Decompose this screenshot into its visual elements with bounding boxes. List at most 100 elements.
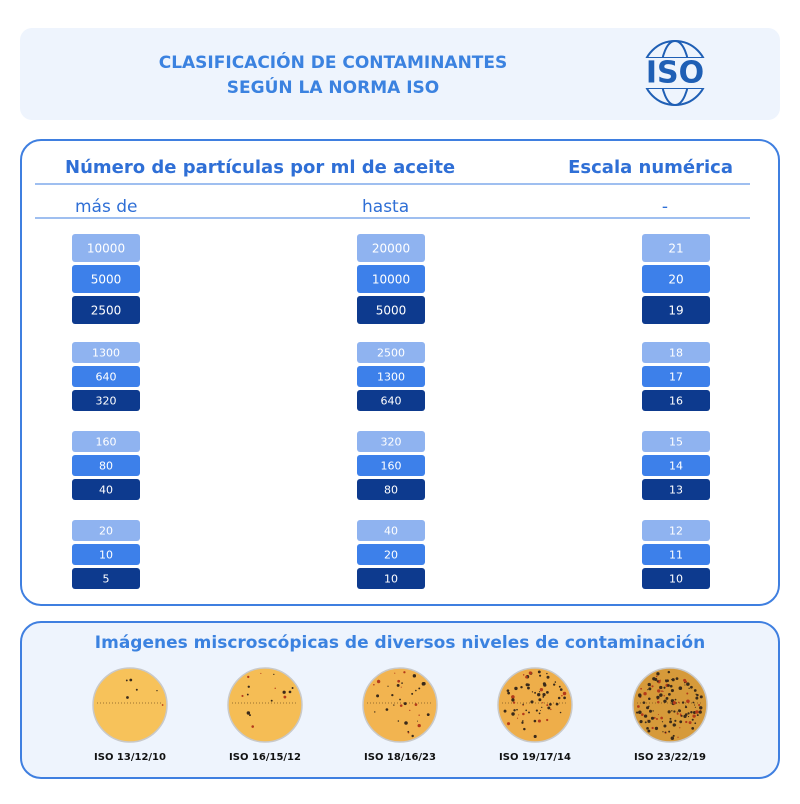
- particle: [409, 709, 411, 712]
- value-chip: [72, 479, 140, 500]
- image-label: ISO 16/15/12: [229, 752, 301, 763]
- particle: [681, 701, 685, 704]
- value-chip: [72, 366, 140, 387]
- value-text: 11: [669, 549, 683, 562]
- particle: [555, 702, 559, 706]
- images-title: Imágenes miscroscópicas de diversos nive…: [95, 633, 705, 653]
- value-chip: [72, 390, 140, 411]
- particle: [527, 686, 530, 690]
- particle: [649, 709, 653, 713]
- particle: [690, 711, 693, 714]
- particle: [638, 693, 642, 698]
- value-text: 2500: [377, 347, 405, 360]
- particle: [246, 693, 249, 696]
- particle: [656, 680, 659, 683]
- title-line: SEGÚN LA NORMA ISO: [227, 76, 439, 98]
- value-text: 5000: [376, 304, 407, 318]
- value-text: 10: [99, 549, 113, 562]
- particle: [542, 693, 546, 697]
- particle: [513, 709, 516, 712]
- particle: [643, 692, 647, 696]
- particle: [659, 693, 663, 697]
- value-text: 320: [96, 395, 117, 408]
- value-chip: [642, 366, 710, 387]
- particle: [404, 721, 408, 725]
- particle: [684, 713, 688, 716]
- particle: [403, 702, 407, 706]
- particle: [647, 689, 649, 691]
- particle: [670, 689, 674, 693]
- value-chip: [72, 234, 140, 262]
- value-text: 20: [384, 549, 398, 562]
- micrograph: [632, 667, 708, 743]
- particle: [531, 691, 534, 693]
- particle: [662, 690, 664, 692]
- particle: [411, 692, 414, 695]
- particle: [648, 697, 651, 701]
- value-text: 2500: [91, 304, 122, 318]
- particle: [527, 683, 530, 687]
- particle: [693, 689, 697, 692]
- particle: [638, 710, 642, 715]
- value-chip: [357, 568, 425, 589]
- particle: [644, 721, 647, 724]
- particle: [417, 723, 421, 728]
- particle: [665, 679, 668, 683]
- particle: [693, 704, 696, 706]
- particle: [525, 675, 528, 678]
- particle: [399, 704, 403, 707]
- value-chip: [642, 390, 710, 411]
- value-chip: [72, 568, 140, 589]
- particle: [156, 690, 158, 692]
- particle: [534, 691, 537, 694]
- particle: [646, 706, 650, 710]
- particle: [672, 701, 677, 705]
- particle: [643, 714, 648, 718]
- particle: [692, 714, 696, 718]
- value-chip: [357, 520, 425, 541]
- particle: [671, 710, 673, 712]
- particle: [677, 736, 679, 738]
- particle: [274, 687, 276, 689]
- particle: [676, 711, 678, 713]
- value-text: 80: [384, 484, 398, 497]
- value-text: 16: [669, 395, 683, 408]
- particle: [563, 696, 566, 700]
- value-chip: [357, 296, 425, 324]
- value-chip: [357, 390, 425, 411]
- particle: [387, 685, 389, 687]
- particle: [247, 675, 250, 679]
- particle: [685, 720, 688, 724]
- particle: [684, 682, 686, 684]
- particle: [686, 682, 690, 686]
- particle: [549, 703, 552, 706]
- value-text: 640: [96, 371, 117, 384]
- value-chip: [72, 431, 140, 452]
- particle: [678, 709, 681, 712]
- particle: [662, 731, 664, 733]
- particle: [655, 717, 658, 720]
- particle: [561, 695, 563, 697]
- value-chip: [357, 234, 425, 262]
- particle: [646, 727, 649, 730]
- particle: [661, 690, 663, 693]
- particle: [530, 700, 534, 704]
- value-text: 17: [669, 371, 683, 384]
- particle: [695, 696, 699, 700]
- particle: [684, 684, 686, 686]
- particle: [636, 705, 640, 708]
- particle: [651, 685, 654, 688]
- particle: [652, 677, 656, 681]
- particle: [547, 706, 551, 710]
- logo-band: [640, 58, 710, 88]
- particle: [542, 696, 545, 698]
- value-chip: [642, 520, 710, 541]
- particle: [553, 683, 556, 686]
- particle: [647, 729, 651, 733]
- value-chip: [357, 366, 425, 387]
- value-text: 20: [668, 273, 683, 287]
- value-text: 160: [96, 436, 117, 449]
- particle: [249, 714, 251, 717]
- particle: [546, 718, 549, 722]
